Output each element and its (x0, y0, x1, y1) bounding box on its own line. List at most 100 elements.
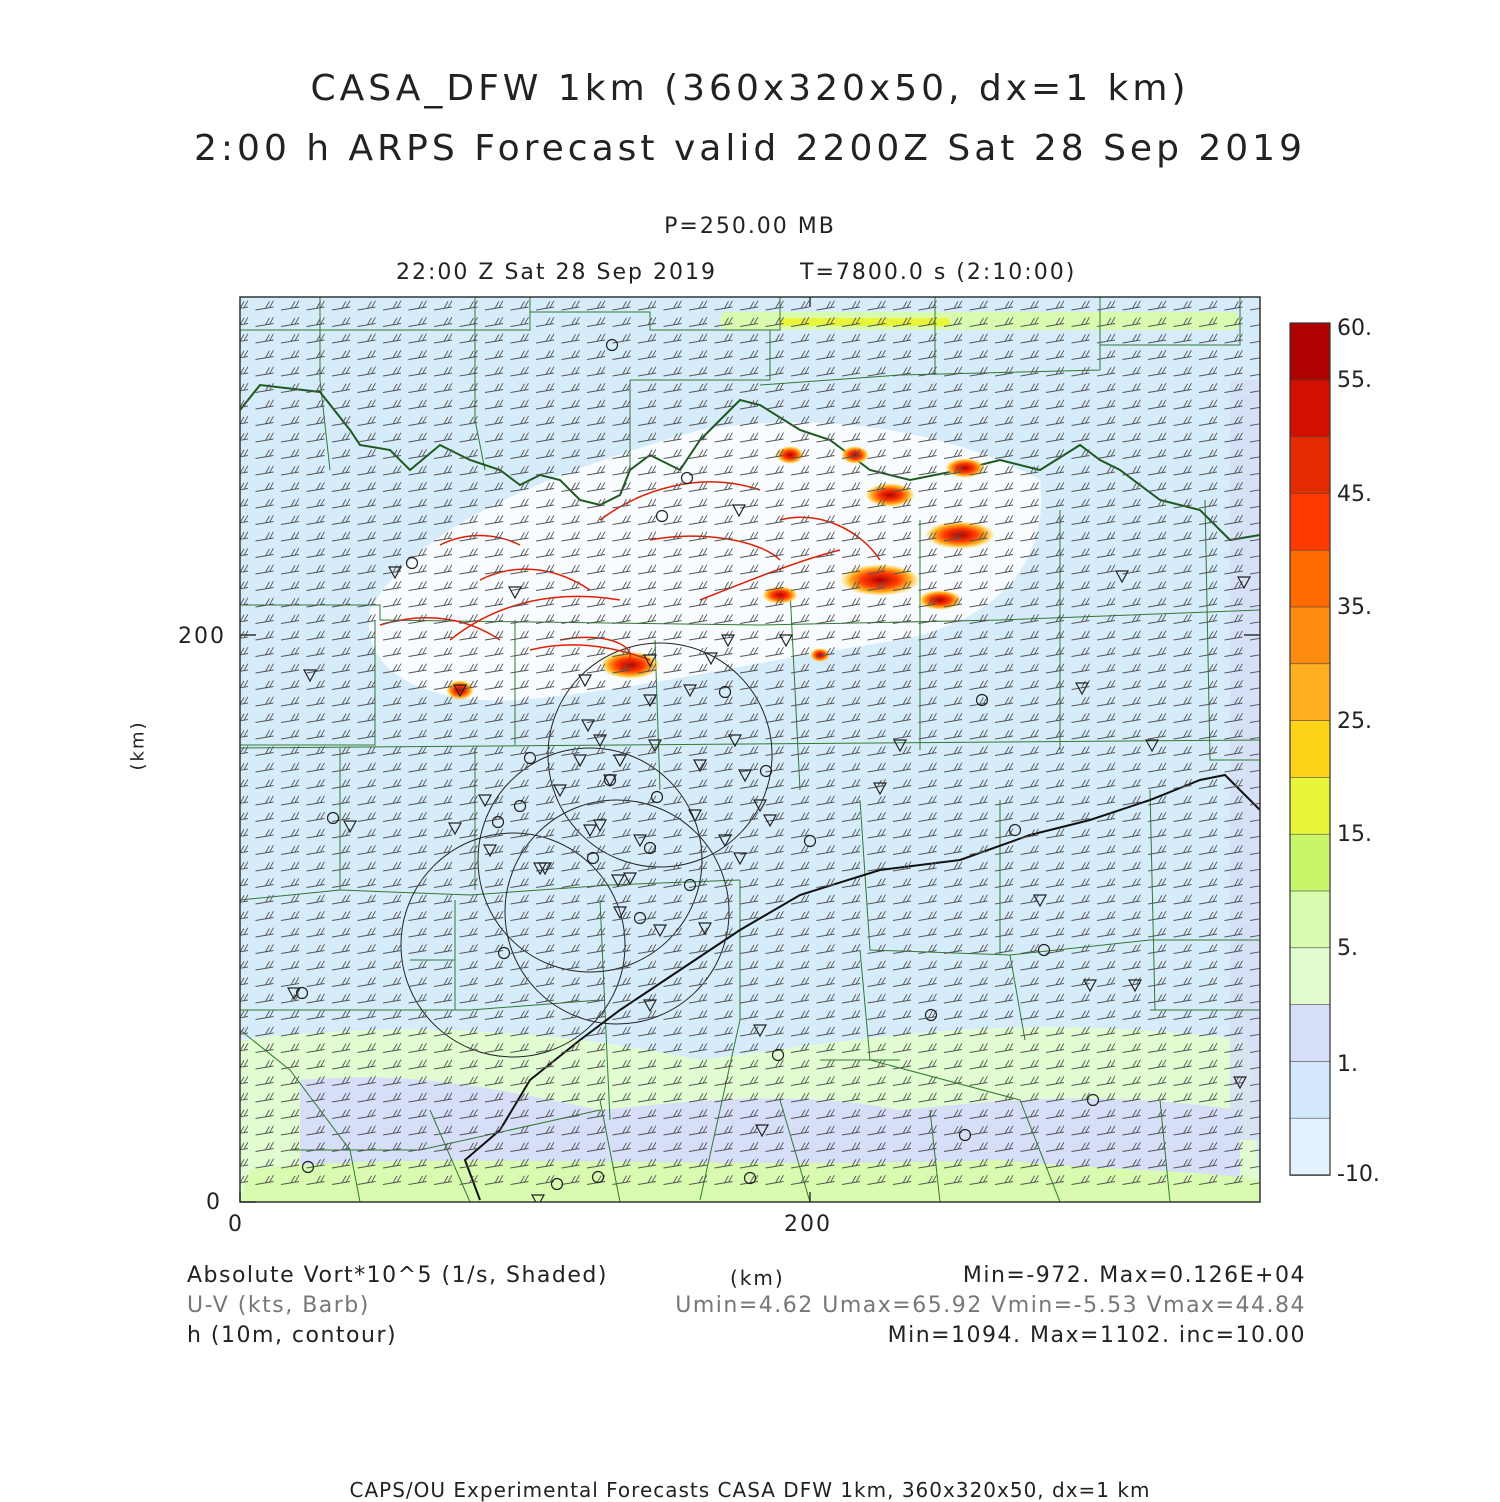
colorbar-segment (1289, 947, 1331, 1006)
radar-site-marker (720, 634, 736, 648)
radar-site-marker (1144, 739, 1160, 753)
colorbar-segment (1289, 1004, 1331, 1063)
x-tick-200: 200 (784, 1212, 832, 1237)
plot-frame (239, 296, 1261, 1203)
vorticity-outlines (379, 481, 881, 671)
x-axis-label: (km) (730, 1266, 785, 1290)
pressure-level: P=250.00 MB (664, 214, 836, 239)
plot-title-line2: 2:00 h ARPS Forecast valid 2200Z Sat 28 … (194, 128, 1306, 169)
radar-site-marker (682, 684, 698, 698)
station-circle-marker (683, 878, 697, 892)
radar-site-marker (647, 739, 663, 753)
colorbar-segment (1289, 549, 1331, 608)
radar-site-marker (452, 684, 468, 698)
radar-site-marker (612, 906, 628, 920)
state-border (240, 383, 1260, 542)
radar-site-marker (1032, 894, 1048, 908)
radar-site-marker (752, 799, 768, 813)
radar-site-marker (610, 874, 626, 888)
colorbar-segment (1289, 833, 1331, 892)
radar-site-marker (703, 652, 719, 666)
radar-site-marker (1232, 1076, 1248, 1090)
station-circle-marker (803, 834, 817, 848)
station-circle-marker (958, 1128, 972, 1142)
radar-site-marker (572, 754, 588, 768)
radar-site-marker (642, 999, 658, 1013)
cbar-label-25: 25. (1337, 709, 1372, 734)
radar-site-marker (652, 924, 668, 938)
colorbar-segment (1289, 606, 1331, 665)
station-circle-marker (655, 509, 669, 523)
radar-site-marker (622, 872, 638, 886)
station-circle-marker (643, 841, 657, 855)
station-circle-marker (550, 1177, 564, 1191)
radar-site-marker (1127, 979, 1143, 993)
radar-site-marker (507, 586, 523, 600)
colorbar-frame (1289, 322, 1331, 1176)
station-circle-marker (680, 471, 694, 485)
radar-site-marker (717, 834, 733, 848)
radar-site-marker (1236, 576, 1252, 590)
station-circle-marker (743, 1171, 757, 1185)
cbar-label-1: 1. (1337, 1052, 1358, 1077)
colorbar-segment (1289, 436, 1331, 495)
y-tick-200: 200 (178, 624, 226, 649)
radar-site-marker (752, 1024, 768, 1038)
radar-site-marker (697, 922, 713, 936)
stats-height: Min=1094. Max=1102. inc=10.00 (887, 1323, 1306, 1348)
station-circle-marker (497, 946, 511, 960)
radar-site-marker (387, 566, 403, 580)
station-circle-marker (523, 751, 537, 765)
radar-site-marker (1114, 570, 1130, 584)
radar-site-marker (642, 694, 658, 708)
height-contour (463, 773, 1260, 1201)
station-circle-marker (1037, 943, 1051, 957)
colorbar-segment (1289, 1061, 1331, 1120)
station-circle-marker (586, 851, 600, 865)
radar-site-marker (592, 734, 608, 748)
station-circle-marker (605, 338, 619, 352)
radar-site-marker (530, 1194, 546, 1202)
cbar-label-60: 60. (1337, 316, 1372, 341)
radar-site-marker (342, 820, 358, 834)
axis-ticks (239, 297, 1260, 1203)
station-circle-marker (650, 790, 664, 804)
credit-line: CAPS/OU Experimental Forecasts CASA DFW … (349, 1478, 1151, 1502)
station-circle-marker (759, 764, 773, 778)
radar-site-marker (727, 734, 743, 748)
station-circle-marker (975, 693, 989, 707)
station-circle-marker (295, 986, 309, 1000)
stats-vorticity: Min=-972. Max=0.126E+04 (962, 1263, 1306, 1288)
colorbar-segment (1289, 720, 1331, 779)
station-circle-marker (924, 1008, 938, 1022)
radar-site-marker (692, 759, 708, 773)
legend-wind: U-V (kts, Barb) (187, 1293, 370, 1318)
radar-site-marker (552, 784, 568, 798)
colorbar-segment (1289, 493, 1331, 551)
plot-title-line1: CASA_DFW 1km (360x320x50, dx=1 km) (310, 68, 1190, 109)
colorbar-segment (1289, 322, 1331, 381)
y-tick-0: 0 (206, 1190, 222, 1215)
station-circle-marker (603, 773, 617, 787)
colorbar-segment (1289, 777, 1331, 836)
station-circle-marker (405, 556, 419, 570)
legend-vorticity: Absolute Vort*10^5 (1/s, Shaded) (187, 1263, 608, 1288)
valid-time: 22:00 Z Sat 28 Sep 2019 (396, 260, 717, 285)
radar-site-marker (612, 754, 628, 768)
cbar-label-35: 35. (1337, 595, 1372, 620)
x-tick-0: 0 (228, 1212, 244, 1237)
stats-wind: Umin=4.62 Umax=65.92 Vmin=-5.53 Vmax=44.… (675, 1293, 1306, 1318)
colorbar-segment (1289, 890, 1331, 949)
y-axis-label: (km) (127, 720, 149, 771)
radar-site-marker (537, 862, 553, 876)
radar-site-marker (577, 674, 593, 688)
cbar-label-5: 5. (1337, 936, 1358, 961)
radar-site-marker (477, 794, 493, 808)
colorbar (1289, 322, 1331, 1176)
station-circle-marker (771, 1048, 785, 1062)
radar-site-marker (731, 504, 747, 518)
radar-site-marker (1074, 682, 1090, 696)
station-circle-marker (491, 815, 505, 829)
model-time: T=7800.0 s (2:10:00) (800, 260, 1077, 285)
station-markers (286, 338, 1252, 1202)
